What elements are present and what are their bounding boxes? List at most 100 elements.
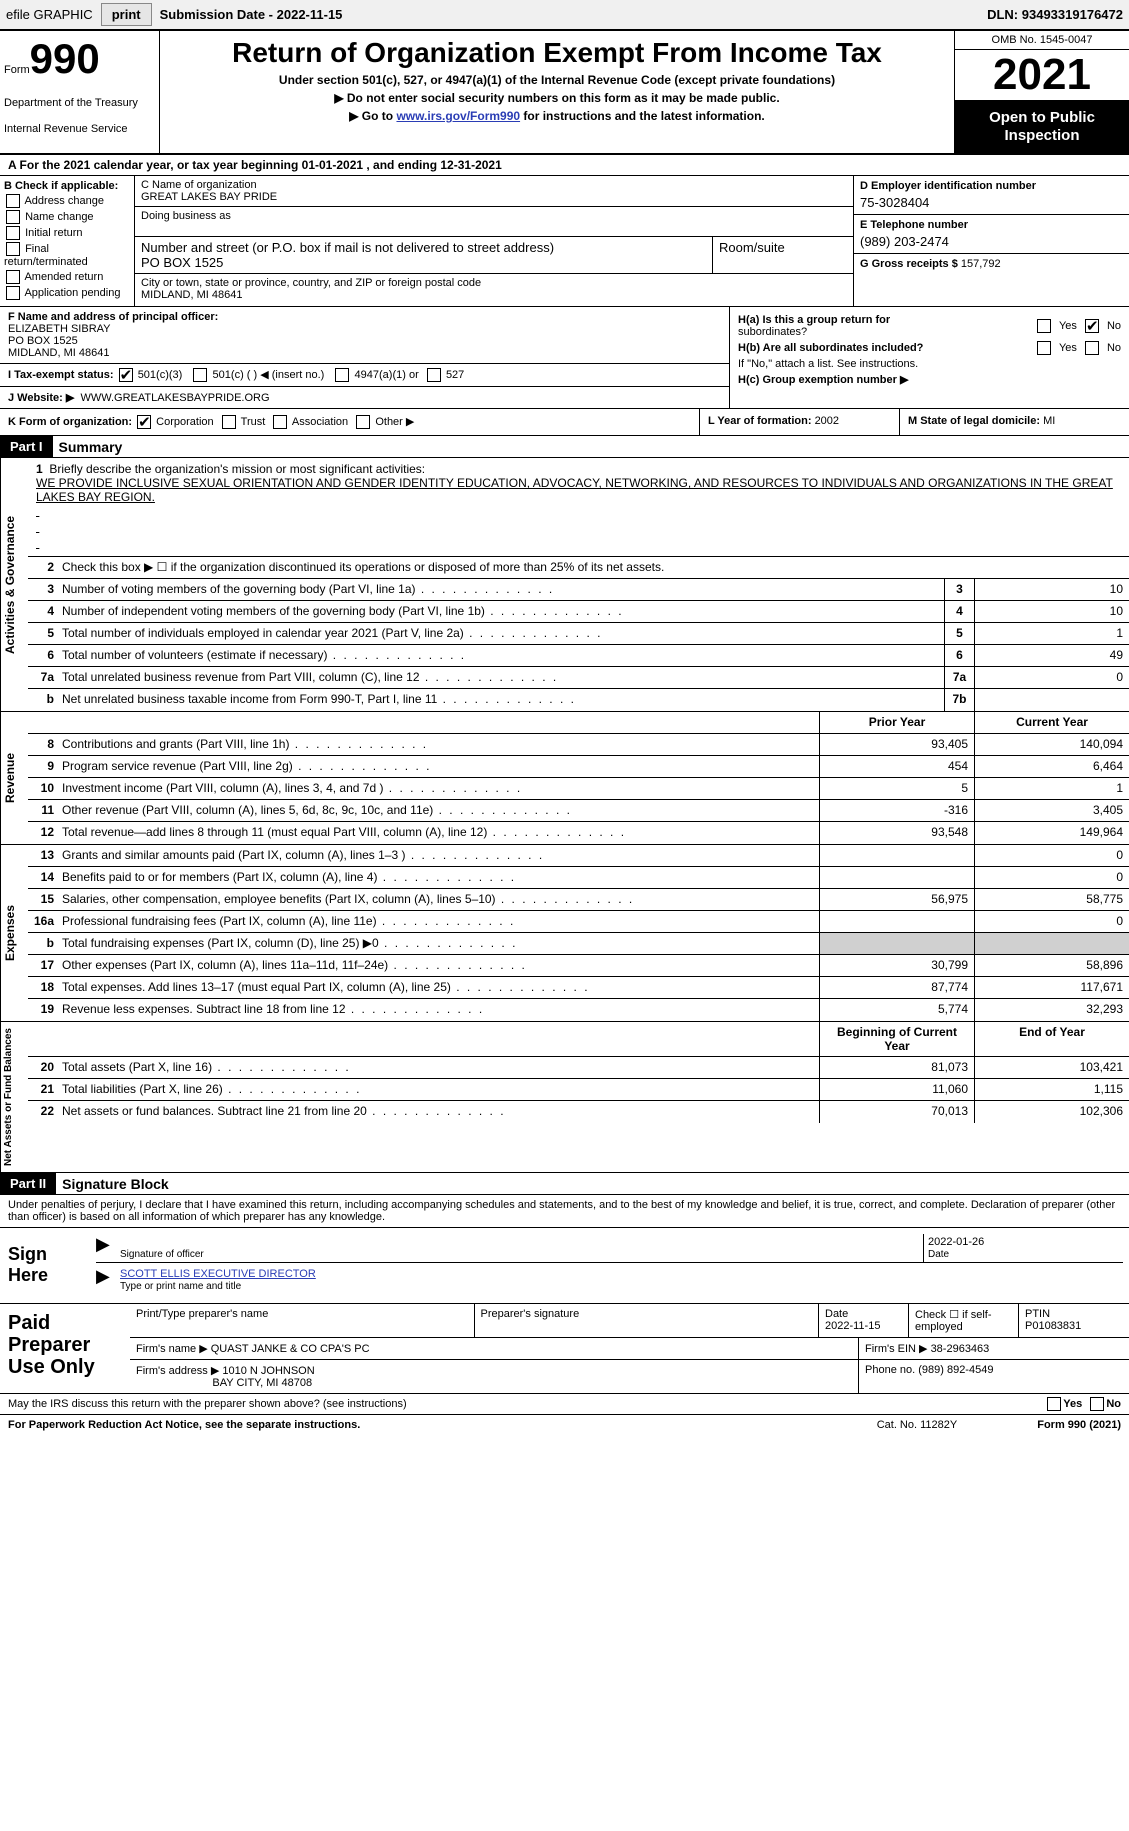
discuss-yes[interactable]: [1047, 1397, 1061, 1411]
hb-no[interactable]: [1085, 341, 1099, 355]
fhij-left: F Name and address of principal officer:…: [0, 307, 729, 408]
col-b-label: B Check if applicable:: [4, 180, 130, 192]
officer-addr2: MIDLAND, MI 48641: [8, 347, 721, 359]
check-other[interactable]: [356, 415, 370, 429]
prep-date: 2022-11-15: [825, 1320, 880, 1332]
ha-no[interactable]: [1085, 319, 1099, 333]
check-trust[interactable]: [222, 415, 236, 429]
col-b: B Check if applicable: Address change Na…: [0, 176, 135, 306]
sign-here-right: ▶ Signature of officer 2022-01-26Date ▶ …: [90, 1228, 1129, 1303]
cat-number: Cat. No. 11282Y: [877, 1419, 958, 1431]
check-name-change[interactable]: Name change: [4, 210, 130, 224]
part2-bar: Part II Signature Block: [0, 1173, 1129, 1195]
firm-addr1: 1010 N JOHNSON: [222, 1365, 314, 1377]
top-bar: efile GRAPHIC print Submission Date - 20…: [0, 0, 1129, 31]
ha-row: H(a) Is this a group return forsubordina…: [738, 314, 1121, 338]
gov-row: 7aTotal unrelated business revenue from …: [28, 667, 1129, 689]
prep-self-employed[interactable]: Check ☐ if self-employed: [909, 1304, 1019, 1337]
vtab-expenses: Expenses: [0, 845, 28, 1021]
print-button[interactable]: print: [101, 3, 152, 26]
data-row: 16aProfessional fundraising fees (Part I…: [28, 911, 1129, 933]
mission-block: 1 Briefly describe the organization's mi…: [28, 458, 1129, 557]
col-c: C Name of organization GREAT LAKES BAY P…: [135, 176, 854, 306]
check-amended[interactable]: Amended return: [4, 270, 130, 284]
form-subtitle: Under section 501(c), 527, or 4947(a)(1)…: [168, 73, 946, 87]
room-suite: Room/suite: [713, 237, 853, 273]
website-value: WWW.GREATLAKESBAYPRIDE.ORG: [80, 392, 269, 404]
check-assoc[interactable]: [273, 415, 287, 429]
gross-row: G Gross receipts $ 157,792: [854, 254, 1129, 274]
check-4947[interactable]: [335, 368, 349, 382]
sign-here-block: Sign Here ▶ Signature of officer 2022-01…: [0, 1228, 1129, 1304]
form-note2: ▶ Go to www.irs.gov/Form990 for instruct…: [168, 109, 946, 123]
check-address-change[interactable]: Address change: [4, 194, 130, 208]
check-corp[interactable]: [137, 415, 151, 429]
part1-title: Summary: [53, 439, 123, 455]
sig-arrow-icon: ▶: [96, 1234, 116, 1262]
firm-addr2: BAY CITY, MI 48708: [212, 1377, 312, 1389]
discuss-no[interactable]: [1090, 1397, 1104, 1411]
omb-number: OMB No. 1545-0047: [955, 31, 1129, 50]
col-d: D Employer identification number 75-3028…: [854, 176, 1129, 306]
prep-row-2: Firm's name ▶ QUAST JANKE & CO CPA'S PC …: [130, 1338, 1129, 1360]
irs-link[interactable]: www.irs.gov/Form990: [396, 109, 520, 123]
check-initial-return[interactable]: Initial return: [4, 226, 130, 240]
eoy-hdr: End of Year: [974, 1022, 1129, 1056]
col-k: K Form of organization: Corporation Trus…: [0, 409, 699, 435]
part1-bar: Part I Summary: [0, 436, 1129, 458]
signature-declaration: Under penalties of perjury, I declare th…: [0, 1195, 1129, 1228]
check-app-pending[interactable]: Application pending: [4, 286, 130, 300]
gov-row: 6Total number of volunteers (estimate if…: [28, 645, 1129, 667]
org-address: PO BOX 1525: [141, 255, 706, 270]
website-row: J Website: ▶ WWW.GREATLAKESBAYPRIDE.ORG: [0, 387, 729, 408]
netassets-body: Beginning of Current Year End of Year 20…: [28, 1022, 1129, 1172]
part1-hdr: Part I: [0, 436, 53, 457]
data-row: 19Revenue less expenses. Subtract line 1…: [28, 999, 1129, 1021]
vtab-netassets: Net Assets or Fund Balances: [0, 1022, 28, 1172]
data-row: 11Other revenue (Part VIII, column (A), …: [28, 800, 1129, 822]
check-501c3[interactable]: [119, 368, 133, 382]
name-arrow-icon: ▶: [96, 1266, 116, 1294]
paid-preparer-label: Paid Preparer Use Only: [0, 1304, 130, 1393]
col-m: M State of legal domicile: MI: [899, 409, 1129, 435]
ptin-value: P01083831: [1025, 1320, 1081, 1332]
data-row: 17Other expenses (Part IX, column (A), l…: [28, 955, 1129, 977]
section-governance: Activities & Governance 1 Briefly descri…: [0, 458, 1129, 712]
data-row: 22Net assets or fund balances. Subtract …: [28, 1101, 1129, 1123]
officer-printed-name: SCOTT ELLIS EXECUTIVE DIRECTOR: [120, 1268, 316, 1280]
efile-label: efile GRAPHIC: [6, 7, 93, 22]
org-name-row: C Name of organization GREAT LAKES BAY P…: [135, 176, 853, 207]
form-number: 990: [30, 35, 100, 82]
firm-phone: (989) 892-4549: [918, 1364, 993, 1376]
form-header-right: OMB No. 1545-0047 2021 Open to Public In…: [954, 31, 1129, 153]
check-501c[interactable]: [193, 368, 207, 382]
ha-yes[interactable]: [1037, 319, 1051, 333]
form-label: Form: [4, 64, 30, 76]
check-527[interactable]: [427, 368, 441, 382]
section-bcd: B Check if applicable: Address change Na…: [0, 176, 1129, 307]
officer-sig-line: ▶ Signature of officer 2022-01-26Date: [96, 1234, 1123, 1263]
state-domicile: MI: [1043, 415, 1055, 427]
org-name: GREAT LAKES BAY PRIDE: [141, 191, 847, 203]
boy-hdr: Beginning of Current Year: [819, 1022, 974, 1056]
hb-yes[interactable]: [1037, 341, 1051, 355]
tel-row: E Telephone number (989) 203-2474: [854, 215, 1129, 254]
form-header: Form990 Department of the Treasury Inter…: [0, 31, 1129, 155]
data-row: 12Total revenue—add lines 8 through 11 (…: [28, 822, 1129, 844]
check-final-return[interactable]: Final return/terminated: [4, 242, 130, 268]
netassets-header-row: Beginning of Current Year End of Year: [28, 1022, 1129, 1057]
gov-row: 4Number of independent voting members of…: [28, 601, 1129, 623]
footer: For Paperwork Reduction Act Notice, see …: [0, 1415, 1129, 1435]
revenue-body: Prior Year Current Year 8Contributions a…: [28, 712, 1129, 844]
line-a: A For the 2021 calendar year, or tax yea…: [0, 155, 1129, 176]
data-row: 20Total assets (Part X, line 16)81,07310…: [28, 1057, 1129, 1079]
open-inspection: Open to Public Inspection: [955, 101, 1129, 153]
org-city: MIDLAND, MI 48641: [141, 289, 847, 301]
form-header-left: Form990 Department of the Treasury Inter…: [0, 31, 160, 153]
dln: DLN: 93493319176472: [987, 7, 1123, 22]
revenue-header-row: Prior Year Current Year: [28, 712, 1129, 734]
data-row: bTotal fundraising expenses (Part IX, co…: [28, 933, 1129, 955]
year-formation: 2002: [815, 415, 839, 427]
form-header-center: Return of Organization Exempt From Incom…: [160, 31, 954, 153]
form-title: Return of Organization Exempt From Incom…: [168, 37, 946, 69]
